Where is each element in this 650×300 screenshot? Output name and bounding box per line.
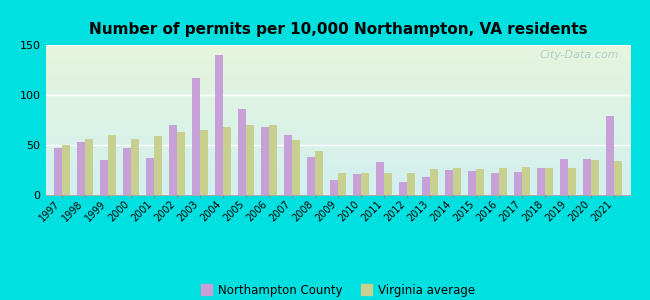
Bar (330, 180, 338, 195)
Bar (146, 158, 154, 195)
Bar (491, 173, 499, 195)
Bar (261, 127, 269, 195)
Bar (399, 182, 407, 195)
Bar (606, 116, 614, 195)
Bar (108, 135, 116, 195)
Bar (192, 78, 200, 195)
Title: Number of permits per 10,000 Northampton, VA residents: Number of permits per 10,000 Northampton… (88, 22, 588, 37)
Bar (123, 148, 131, 195)
Bar (246, 125, 254, 195)
Bar (514, 172, 522, 195)
Bar (292, 140, 300, 195)
Bar (537, 168, 545, 195)
Bar (522, 167, 530, 195)
Bar (77, 142, 85, 195)
Text: City-Data.com: City-Data.com (540, 50, 619, 59)
Bar (238, 109, 246, 195)
Bar (99, 160, 108, 195)
Bar (568, 168, 577, 195)
Bar (177, 132, 185, 195)
Bar (131, 139, 139, 195)
Bar (315, 151, 323, 195)
Bar (560, 159, 568, 195)
Bar (269, 125, 277, 195)
Bar (169, 125, 177, 195)
Bar (545, 168, 553, 195)
Bar (284, 135, 292, 195)
Bar (384, 173, 392, 195)
Bar (453, 168, 461, 195)
Bar (614, 161, 623, 195)
Bar (592, 160, 599, 195)
Bar (361, 173, 369, 195)
Bar (476, 169, 484, 195)
Bar (376, 162, 384, 195)
Legend: Northampton County, Virginia average: Northampton County, Virginia average (196, 279, 480, 300)
Bar (583, 159, 592, 195)
Bar (223, 127, 231, 195)
Bar (422, 177, 430, 195)
Bar (338, 173, 346, 195)
Bar (200, 130, 208, 195)
Bar (154, 136, 162, 195)
Bar (468, 171, 476, 195)
Bar (53, 148, 62, 195)
Bar (214, 55, 223, 195)
Bar (307, 157, 315, 195)
Bar (499, 168, 507, 195)
Bar (62, 145, 70, 195)
Bar (407, 173, 415, 195)
Bar (430, 169, 438, 195)
Bar (353, 174, 361, 195)
Bar (84, 139, 93, 195)
Bar (445, 170, 453, 195)
